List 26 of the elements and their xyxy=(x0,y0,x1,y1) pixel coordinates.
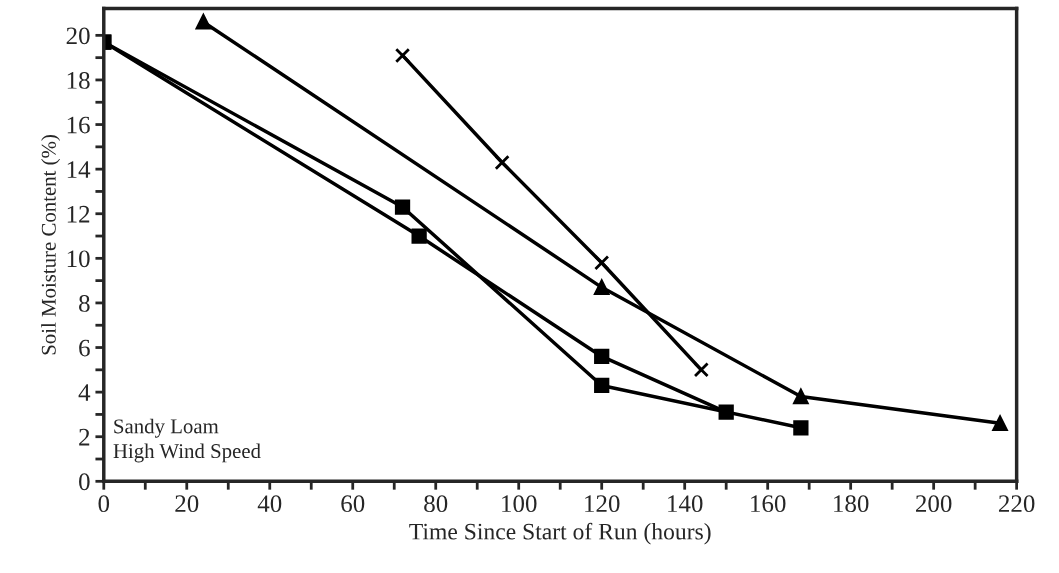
y-tick-label: 16 xyxy=(67,116,90,134)
annotation: Sandy Loam High Wind Speed xyxy=(113,418,261,463)
x-tick-label: 80 xyxy=(424,495,448,513)
y-axis-title: Soil Moisture Content (%) xyxy=(41,135,61,355)
x-tick-label: 140 xyxy=(668,495,703,513)
y-tick-label: 20 xyxy=(66,27,90,45)
y-tick-label: 8 xyxy=(79,294,90,312)
x-axis-title: Time Since Start of Run (hours) xyxy=(409,522,711,545)
y-tick-label: 10 xyxy=(67,250,90,268)
x-tick-label: 0 xyxy=(98,495,110,513)
x-tick-label: 180 xyxy=(834,495,869,513)
y-tick-label: 2 xyxy=(79,428,90,446)
x-tick-label: 160 xyxy=(751,495,786,513)
x-tick-label: 120 xyxy=(585,495,620,513)
x-tick-label: 220 xyxy=(998,495,1035,513)
y-tick-label: 6 xyxy=(79,339,90,357)
x-tick-label: 200 xyxy=(916,495,952,513)
y-tick-label: 18 xyxy=(67,72,90,89)
y-tick-label: 0 xyxy=(79,473,90,491)
x-tick-label: 100 xyxy=(502,495,537,513)
x-tick-label: 60 xyxy=(341,495,365,513)
x-tick-label: 20 xyxy=(175,495,199,513)
x-tick-label: 40 xyxy=(257,495,282,513)
y-tick-label: 14 xyxy=(67,161,91,178)
y-tick-label: 12 xyxy=(67,205,90,223)
y-tick-label: 4 xyxy=(78,384,91,401)
